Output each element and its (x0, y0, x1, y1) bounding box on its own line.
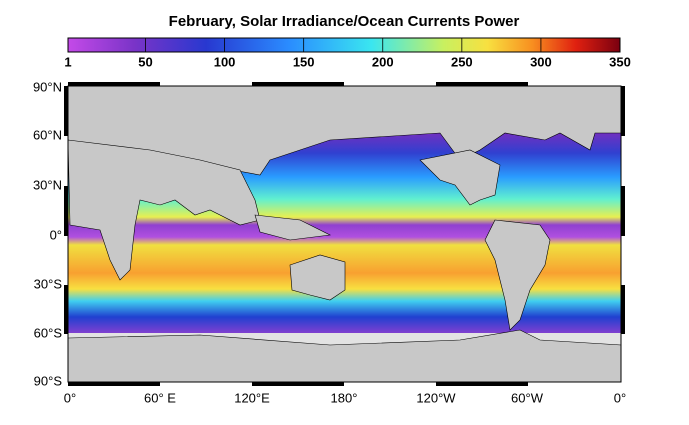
latitude-label: 60°N (33, 127, 62, 142)
latitude-label: 30°S (34, 276, 63, 291)
colorbar-tick-label: 1 (64, 54, 71, 69)
longitude-label: 60°W (511, 390, 544, 405)
latitude-label: 0° (50, 227, 62, 242)
colorbar-tick-label: 100 (214, 54, 236, 69)
title: February, Solar Irradiance/Ocean Current… (169, 13, 520, 30)
colorbar-tick-label: 300 (530, 54, 552, 69)
latitude-label: 90°N (33, 79, 62, 94)
longitude-label: 120°E (234, 390, 270, 405)
colorbar-tick-label: 150 (293, 54, 315, 69)
colorbar-tick-label: 50 (138, 54, 152, 69)
longitude-label: 120°W (416, 390, 456, 405)
land (67, 85, 622, 383)
colorbar-tick-label: 200 (372, 54, 394, 69)
colorbar-tick-label: 350 (609, 54, 631, 69)
longitude-label: 180° (331, 390, 358, 405)
colorbar (67, 37, 621, 53)
latitude-label: 60°S (34, 325, 63, 340)
frame-ticks (64, 82, 625, 386)
longitude-label: 0° (64, 390, 76, 405)
latitude-label: 30°N (33, 177, 62, 192)
longitude-label: 0° (614, 390, 626, 405)
longitude-label: 60° E (144, 390, 176, 405)
latitude-label: 90°S (34, 373, 63, 388)
colorbar-tick-label: 250 (451, 54, 473, 69)
